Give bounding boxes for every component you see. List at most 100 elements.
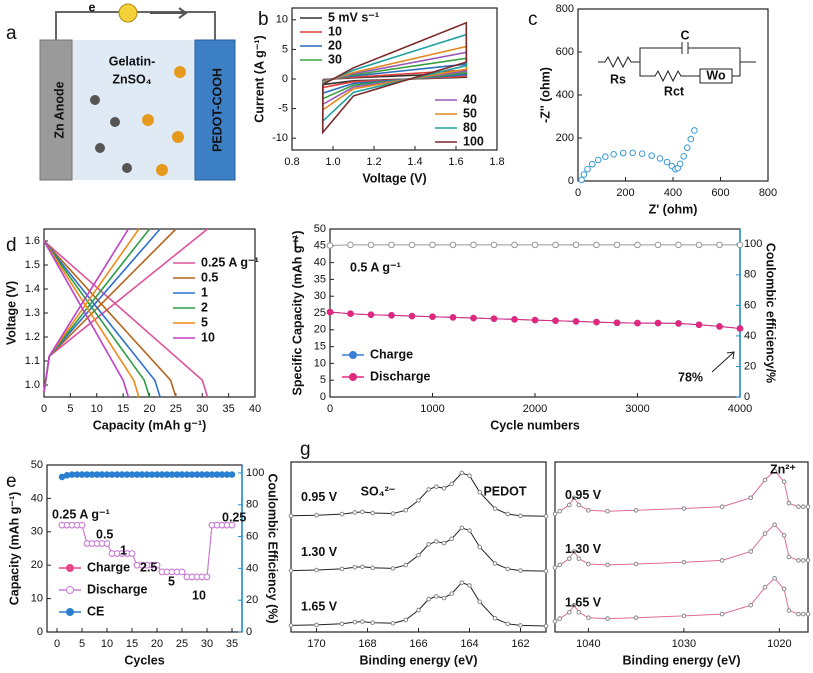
- data-point: [408, 241, 416, 249]
- data-point: [416, 607, 421, 613]
- data-point: [593, 318, 600, 326]
- data-point: [403, 617, 409, 623]
- data-point: [467, 528, 472, 533]
- data-point: [572, 241, 580, 249]
- data-point: [576, 556, 582, 561]
- panel-label: a: [6, 23, 17, 44]
- x-tick-label: 800: [759, 187, 777, 199]
- y2-tick-label: 40: [246, 562, 258, 574]
- legend-label: 5: [201, 315, 208, 329]
- anode: [39, 39, 73, 181]
- annotation: Zn²⁺: [770, 462, 796, 476]
- data-point: [403, 507, 409, 513]
- data-point: [796, 611, 801, 617]
- legend-label: 50: [463, 106, 477, 120]
- ion: [142, 114, 154, 126]
- x-axis-label: Cycle numbers: [490, 418, 580, 432]
- data-point: [339, 511, 345, 517]
- data-point: [467, 583, 472, 588]
- panel-label: b: [258, 9, 269, 30]
- series-label: 1.65 V: [301, 600, 338, 614]
- data-point: [490, 241, 498, 249]
- data-point: [736, 241, 744, 249]
- data-point: [449, 591, 454, 596]
- data-point: [584, 165, 591, 173]
- data-point: [781, 533, 787, 538]
- data-point: [459, 525, 465, 531]
- data-point: [586, 561, 591, 567]
- data-point: [594, 156, 602, 164]
- y-tick-label: 0: [282, 73, 288, 85]
- data-point: [748, 602, 754, 608]
- data-point: [675, 320, 682, 327]
- data-point: [326, 242, 334, 249]
- data-point: [128, 550, 136, 557]
- data-point: [580, 171, 588, 178]
- data-point: [370, 510, 375, 516]
- data-point: [441, 540, 447, 546]
- electron-label: e: [89, 0, 96, 14]
- data-point: [576, 610, 582, 615]
- ions: [90, 66, 186, 176]
- x-tick-label: 10: [91, 403, 103, 415]
- data-point: [683, 144, 691, 151]
- data-point: [339, 621, 345, 627]
- data-point: [656, 155, 664, 162]
- anode-label: Zn Anode: [52, 81, 66, 138]
- x-tick-label: 1.2: [366, 156, 381, 168]
- data-point: [314, 567, 319, 573]
- x-tick-label: 3000: [625, 403, 649, 415]
- data-point: [449, 314, 457, 321]
- data-point: [434, 539, 439, 544]
- y-tick-label: 1.4: [25, 283, 40, 295]
- y-tick-label: 35: [314, 273, 326, 285]
- x-tick-label: 164: [460, 638, 478, 650]
- x-tick-label: 5: [67, 403, 73, 415]
- data-point: [716, 323, 723, 330]
- data-point: [663, 158, 671, 166]
- legend-label: Charge: [87, 560, 130, 574]
- legend-label: CE: [87, 604, 104, 618]
- circuit-label: Rct: [664, 84, 685, 98]
- x-tick-label: 1.8: [489, 156, 504, 168]
- data-point: [492, 506, 498, 511]
- data-point: [633, 508, 639, 513]
- legend-marker: [66, 564, 74, 572]
- x-tick-label: 25: [176, 638, 188, 650]
- data-point: [719, 611, 725, 617]
- data-point: [370, 565, 375, 571]
- y-tick-label: 30: [31, 526, 43, 538]
- legend-label: 10: [328, 24, 342, 38]
- data-point: [593, 241, 600, 249]
- data-point: [557, 616, 563, 621]
- annotation: SO₄²⁻: [361, 484, 396, 498]
- data-point: [800, 611, 806, 617]
- data-point: [477, 599, 483, 605]
- data-point: [633, 561, 639, 567]
- data-point: [388, 312, 395, 319]
- y-tick-label: -5: [278, 102, 288, 114]
- data-point: [586, 615, 591, 620]
- data-point: [571, 602, 577, 608]
- data-point: [605, 562, 610, 568]
- data-point: [477, 544, 483, 550]
- y-axis-label: Voltage (V): [4, 281, 18, 345]
- y2-tick-label: 100: [246, 467, 264, 479]
- data-point: [449, 536, 454, 542]
- data-point: [360, 509, 365, 515]
- data-point: [571, 495, 577, 501]
- series-line: [43, 228, 177, 398]
- data-point: [681, 613, 687, 619]
- x-tick-label: 1.0: [325, 156, 340, 168]
- data-point: [367, 241, 375, 249]
- ion: [122, 163, 132, 173]
- electrolyte-label: Gelatin-: [109, 54, 156, 68]
- data-point: [567, 502, 572, 508]
- electrolyte-label: ZnSO₄: [112, 72, 151, 86]
- data-point: [390, 620, 396, 626]
- data-point: [691, 127, 698, 134]
- data-point: [408, 312, 416, 320]
- x-tick-label: 15: [126, 638, 138, 650]
- data-point: [676, 160, 684, 168]
- data-point: [429, 313, 436, 320]
